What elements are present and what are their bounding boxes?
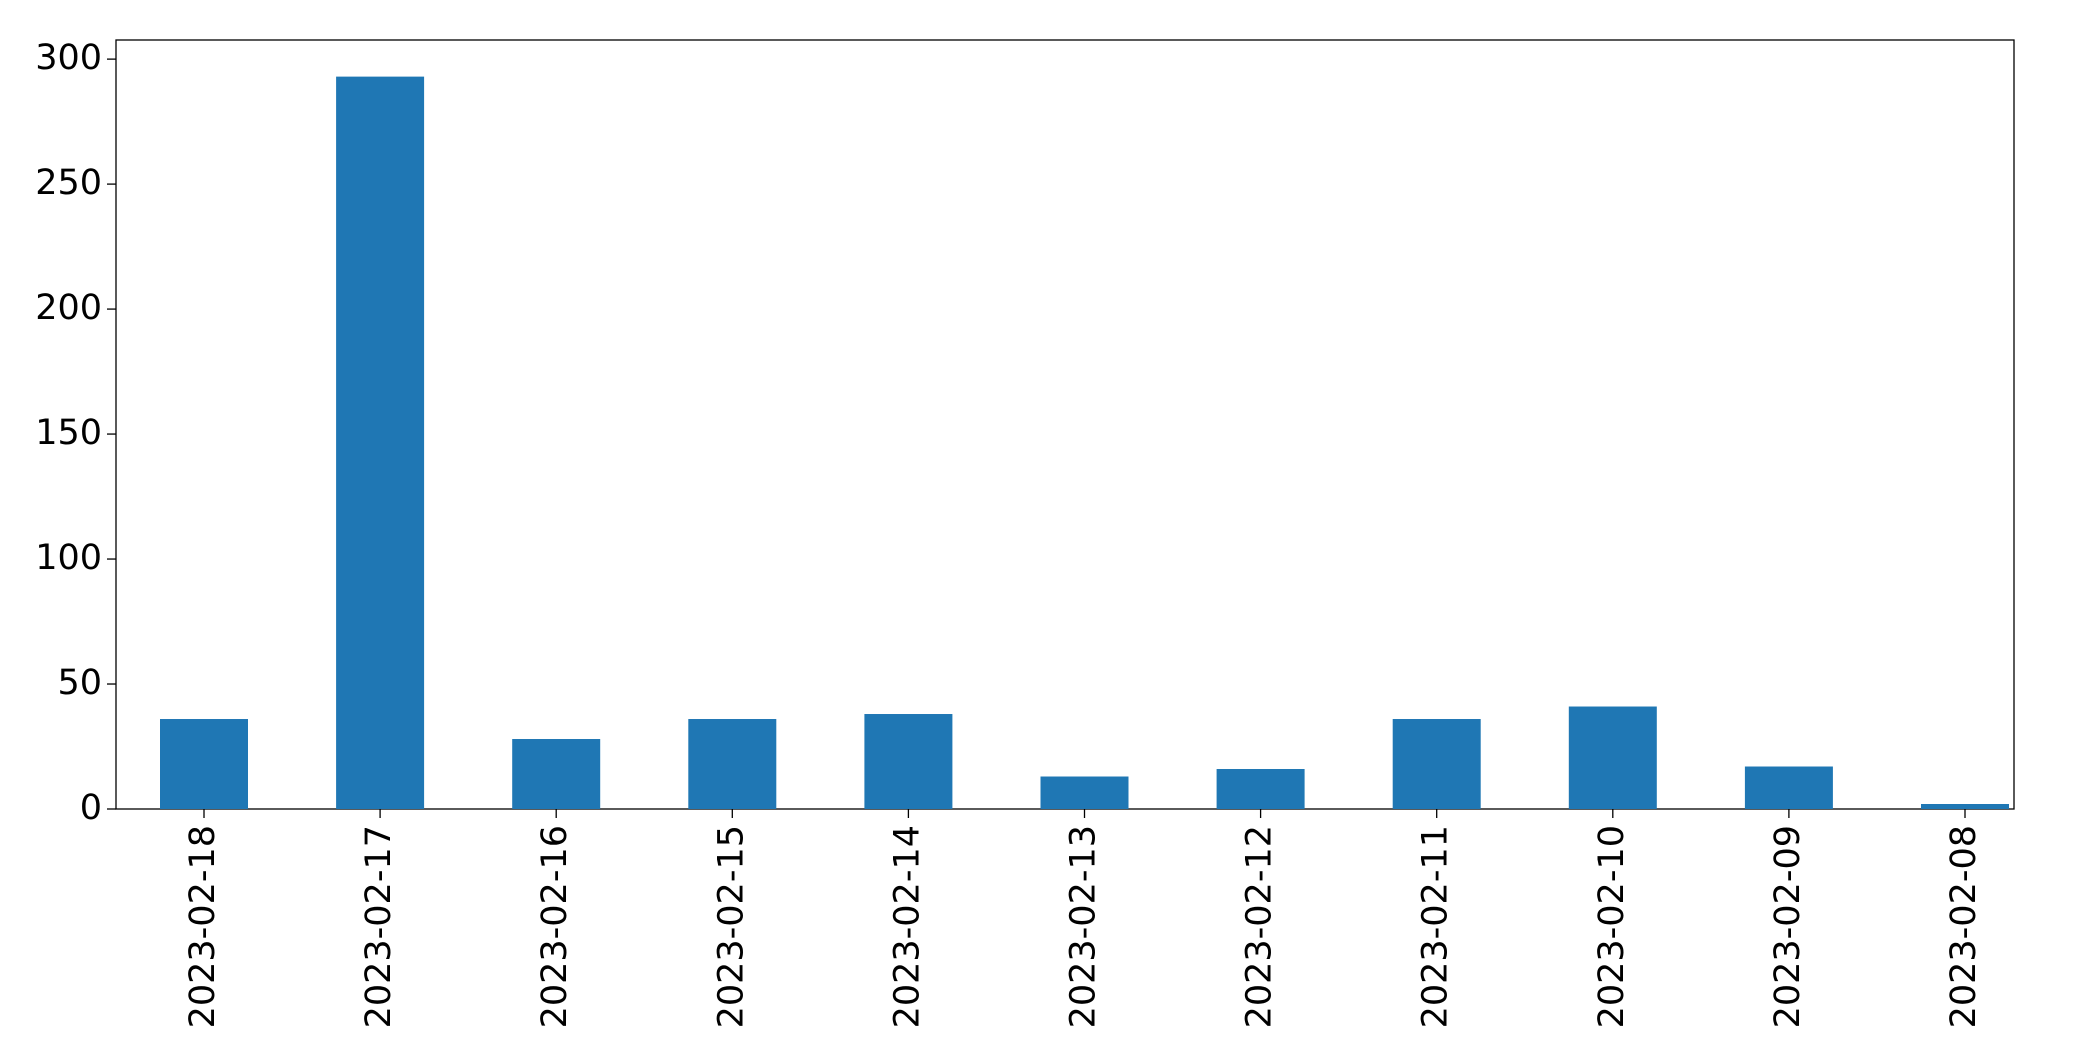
bar bbox=[160, 719, 248, 809]
x-tick-label: 2023-02-16 bbox=[535, 825, 575, 1028]
bar bbox=[1040, 776, 1129, 809]
bar bbox=[1568, 706, 1657, 809]
x-tick-label: 2023-02-17 bbox=[359, 825, 399, 1028]
x-tick-label: 2023-02-14 bbox=[887, 825, 927, 1028]
x-tick-label: 2023-02-12 bbox=[1240, 825, 1280, 1028]
x-tick-label: 2023-02-15 bbox=[711, 825, 751, 1028]
y-tick-label: 150 bbox=[35, 413, 102, 453]
bar bbox=[512, 739, 601, 809]
y-tick-label: 250 bbox=[35, 163, 102, 203]
bar bbox=[1216, 769, 1305, 809]
bar bbox=[1744, 766, 1833, 809]
y-tick-label: 0 bbox=[80, 788, 102, 828]
bar bbox=[1921, 804, 2009, 809]
x-tick-label: 2023-02-18 bbox=[183, 825, 223, 1028]
x-tick-label: 2023-02-09 bbox=[1768, 825, 1808, 1028]
x-tick-label: 2023-02-10 bbox=[1592, 825, 1632, 1028]
y-tick-label: 50 bbox=[57, 663, 102, 703]
bar bbox=[688, 719, 777, 809]
x-tick-label: 2023-02-13 bbox=[1064, 825, 1104, 1028]
x-tick-label: 2023-02-11 bbox=[1416, 825, 1456, 1028]
x-tick-label: 2023-02-08 bbox=[1944, 825, 1984, 1028]
y-tick-label: 300 bbox=[35, 38, 102, 78]
y-tick-label: 100 bbox=[35, 538, 102, 578]
y-tick-label: 200 bbox=[35, 288, 102, 328]
bar bbox=[1392, 719, 1481, 809]
bar bbox=[864, 714, 953, 809]
bar bbox=[336, 76, 425, 810]
